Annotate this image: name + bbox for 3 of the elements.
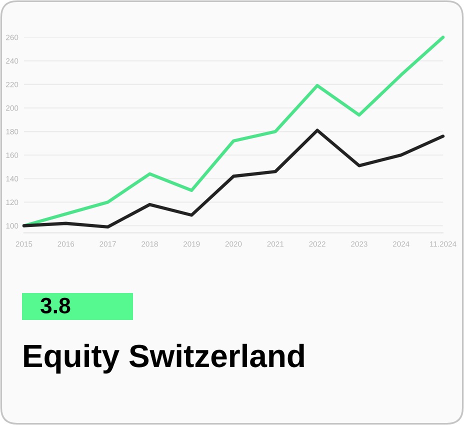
- text: Equity Switzerland: [24, 344, 304, 374]
- line-series: [22, 128, 445, 229]
- text: 3.8: [40, 298, 70, 314]
